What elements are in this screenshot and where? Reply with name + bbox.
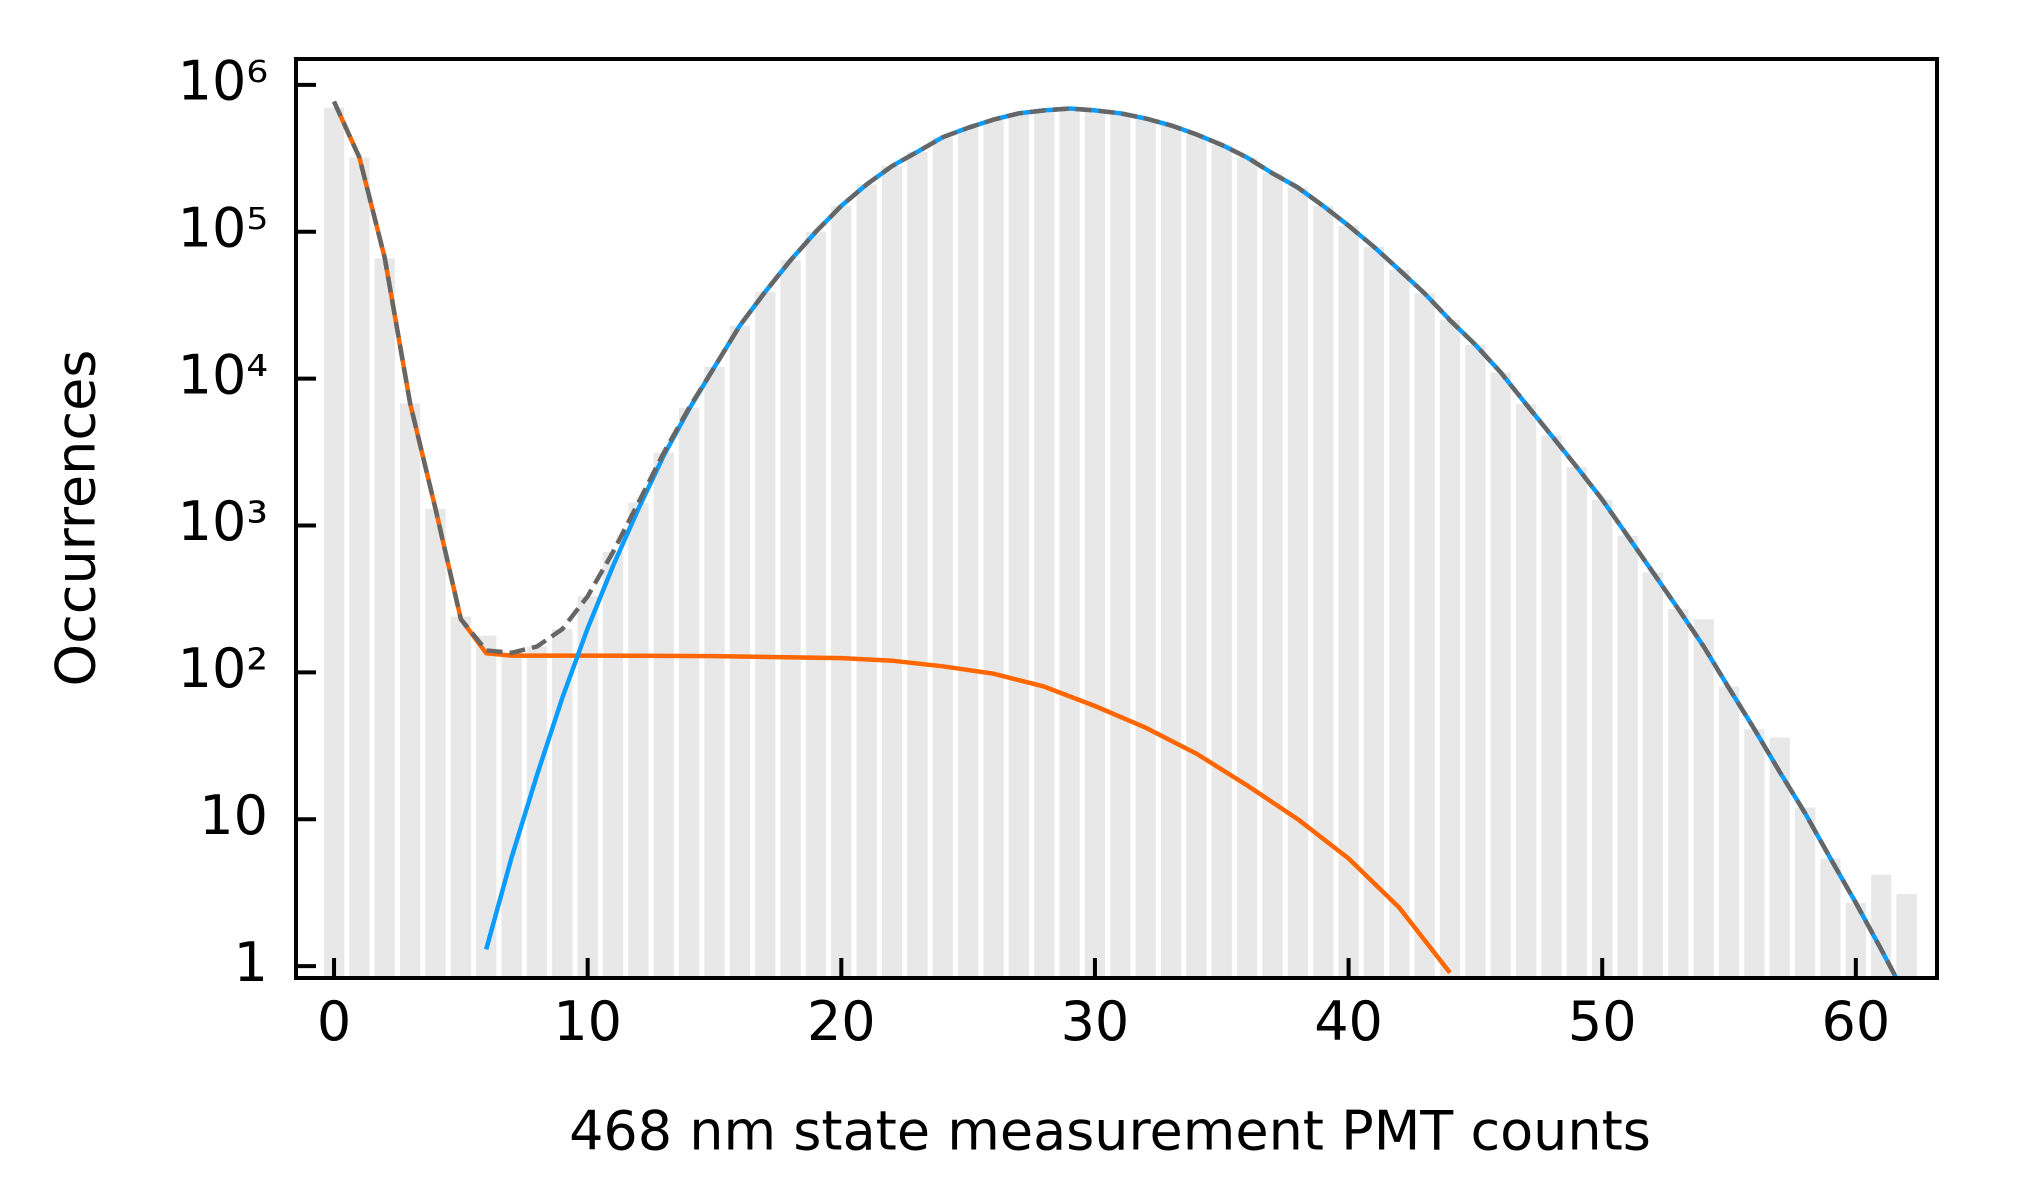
y-tick-label: 10⁴ (178, 343, 268, 406)
bar (1668, 609, 1689, 978)
bar (729, 325, 751, 978)
bar (1287, 187, 1308, 978)
bar (1236, 157, 1258, 978)
line (331, 100, 1899, 978)
plot-area (323, 100, 1917, 978)
bar (755, 291, 776, 978)
bar (1566, 467, 1587, 978)
bar (1845, 902, 1866, 978)
bar (1617, 535, 1638, 978)
x-tick-label: 50 (1568, 990, 1637, 1053)
bar (1718, 686, 1740, 978)
bar (1871, 874, 1892, 978)
y-tick-label: 10 (199, 784, 268, 847)
axes: 0 10 20 30 40 50 60 1 10 10² 10³ 10⁴ 10⁵ 10⁶ (178, 50, 1939, 1053)
bar (399, 403, 421, 978)
bar (1769, 737, 1790, 978)
bar (450, 616, 472, 978)
y-tick-label: 10⁵ (178, 196, 268, 259)
bar (1541, 435, 1562, 978)
bar (678, 407, 700, 978)
x-axis-label: 468 nm state measurement PMT counts (569, 1100, 1651, 1163)
bar (1135, 118, 1156, 978)
bar (349, 157, 370, 978)
bar (856, 184, 877, 978)
bar (476, 635, 497, 978)
bar (1160, 125, 1182, 978)
x-tick-label: 30 (1061, 990, 1130, 1053)
bar (1515, 404, 1537, 978)
bar (1110, 113, 1131, 978)
x-tick-label: 20 (807, 990, 876, 1053)
bar (602, 551, 624, 978)
bar (1363, 246, 1385, 978)
bar (374, 258, 395, 978)
bar (1313, 205, 1334, 978)
bar (1744, 729, 1765, 978)
bar (1642, 572, 1664, 978)
bar (653, 452, 674, 978)
bar (1389, 269, 1410, 978)
y-tick-label: 10² (178, 637, 268, 700)
bar (425, 508, 446, 978)
bar (323, 107, 345, 978)
bar (907, 151, 928, 978)
bar (1439, 320, 1461, 978)
x-tick-label: 10 (553, 990, 622, 1053)
bar (805, 231, 827, 978)
x-tick-label: 60 (1821, 990, 1890, 1053)
bar (1211, 144, 1232, 978)
bar (628, 502, 649, 978)
bar (1008, 113, 1029, 978)
bar (1794, 807, 1816, 978)
bar (1034, 110, 1055, 978)
bar (1592, 499, 1613, 978)
y-tick-label: 10⁶ (178, 50, 268, 113)
bar (1262, 173, 1283, 978)
x-tick-label: 0 (317, 990, 351, 1053)
bar (1186, 134, 1207, 978)
bar (780, 260, 801, 978)
bar (983, 119, 1004, 978)
bar (704, 366, 725, 978)
bar (881, 166, 903, 978)
line (331, 100, 1452, 975)
bar (1338, 225, 1359, 978)
bar (932, 137, 953, 978)
bar (831, 205, 852, 978)
bar (1059, 108, 1080, 978)
bar (1490, 372, 1511, 978)
bar (501, 652, 522, 978)
bar (1896, 893, 1917, 978)
bar (526, 646, 548, 978)
bar (1820, 858, 1841, 978)
x-tick-label: 40 (1314, 990, 1383, 1053)
bar (577, 596, 598, 978)
bar (957, 127, 979, 978)
bar (1414, 293, 1435, 978)
y-axis-label: Occurrences (45, 350, 108, 687)
axes-frame (294, 57, 1939, 980)
bar (1693, 619, 1714, 978)
bar (1465, 344, 1486, 978)
y-tick-label: 1 (234, 931, 268, 994)
bar (1084, 110, 1106, 978)
y-tick-label: 10³ (178, 490, 268, 553)
